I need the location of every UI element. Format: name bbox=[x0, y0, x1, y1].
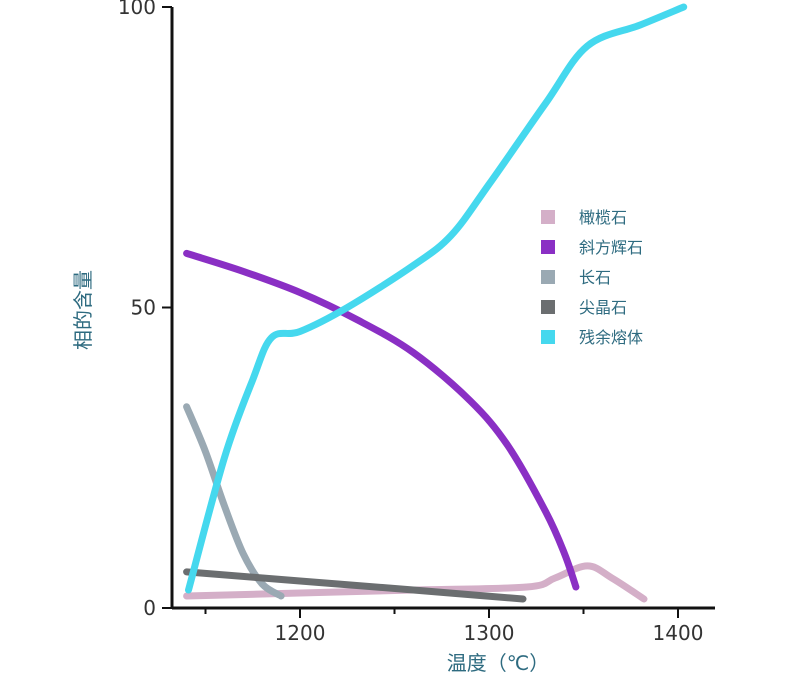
y-tick-label: 50 bbox=[131, 296, 156, 320]
legend-swatch-residual-melt bbox=[541, 330, 555, 344]
y-tick-label: 0 bbox=[143, 596, 156, 620]
legend-swatch-olivine bbox=[541, 210, 555, 224]
x-tick-label: 1200 bbox=[275, 621, 326, 645]
legend-label-olivine: 橄榄石 bbox=[579, 208, 627, 227]
x-tick-label: 1300 bbox=[464, 621, 515, 645]
legend-label-residual-melt: 残余熔体 bbox=[579, 328, 643, 347]
series-line-orthopyroxene bbox=[183, 249, 580, 591]
series-line-olivine bbox=[183, 562, 648, 603]
series-line-spinel bbox=[183, 568, 527, 603]
legend-label-spinel: 尖晶石 bbox=[579, 298, 627, 317]
legend-label-orthopyroxene: 斜方辉石 bbox=[579, 238, 643, 257]
series-line-feldspar bbox=[183, 403, 285, 600]
y-tick-label: 100 bbox=[118, 0, 156, 19]
series-line-residual-melt bbox=[185, 3, 688, 594]
series-lines bbox=[183, 3, 688, 603]
legend-swatch-spinel bbox=[541, 300, 555, 314]
x-tick-label: 1400 bbox=[653, 621, 704, 645]
axes: 0 50 100 1200 1300 1400 bbox=[118, 0, 715, 645]
legend-swatch-orthopyroxene bbox=[541, 240, 555, 254]
x-axis-title: 温度（℃） bbox=[447, 651, 549, 675]
y-axis-title: 相的含量 bbox=[71, 270, 95, 350]
legend-swatch-feldspar bbox=[541, 270, 555, 284]
legend-label-feldspar: 长石 bbox=[579, 268, 611, 287]
